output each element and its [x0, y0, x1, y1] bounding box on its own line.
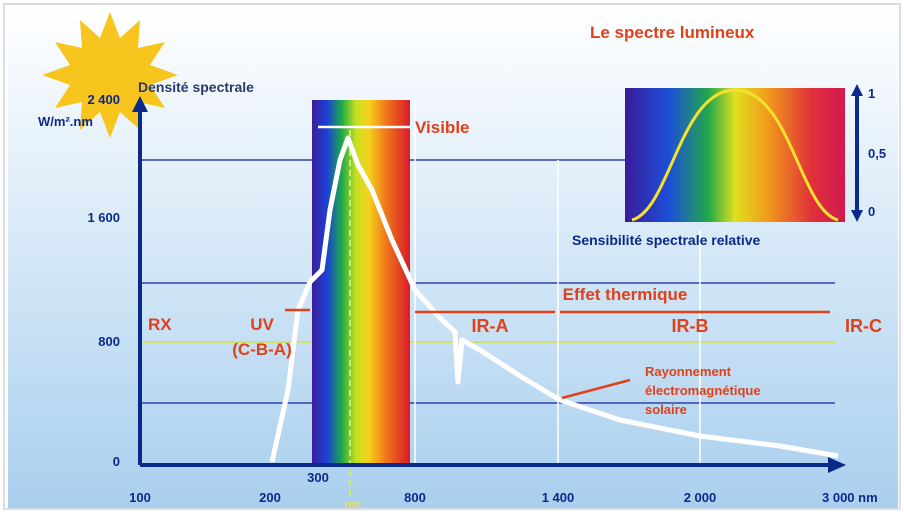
- diagram: Le spectre lumineux Densité spectrale W/…: [0, 0, 904, 513]
- curve-label: électromagnétique: [645, 383, 761, 398]
- region-label: RX: [148, 315, 172, 334]
- curve-label: Rayonnement: [645, 364, 732, 379]
- curve-label: solaire: [645, 402, 687, 417]
- x-tick-label: 300: [307, 470, 329, 485]
- visible-label: Visible: [415, 118, 470, 137]
- x-tick-label: 100: [129, 490, 151, 505]
- inset-tick: 1: [868, 86, 875, 101]
- y-axis-label: Densité spectrale: [138, 79, 254, 95]
- visible-band: [312, 100, 410, 465]
- x-tick-label: 3 000 nm: [822, 490, 878, 505]
- thermal-label: Effet thermique: [563, 285, 688, 304]
- title: Le spectre lumineux: [590, 23, 755, 42]
- y-unit: W/m².nm: [38, 114, 93, 129]
- x-tick-label: 200: [259, 490, 281, 505]
- region-label: IR-C: [845, 316, 882, 336]
- x-tick-label: 800: [404, 490, 426, 505]
- y-tick-label: 2 400: [87, 92, 120, 107]
- sensitivity-inset: [625, 88, 845, 222]
- inset-tick: 0,5: [868, 146, 886, 161]
- region-label: IR-B: [672, 316, 709, 336]
- region-label: (C-B-A): [232, 340, 291, 359]
- region-label: UV: [250, 315, 274, 334]
- y-tick-label: 0: [113, 454, 120, 469]
- y-tick-label: 1 600: [87, 210, 120, 225]
- inset-caption: Sensibilité spectrale relative: [572, 232, 761, 248]
- region-label: IR-A: [472, 316, 509, 336]
- y-tick-label: 800: [98, 334, 120, 349]
- x-tick-label: 2 000: [684, 490, 717, 505]
- inset-tick: 0: [868, 204, 875, 219]
- x-tick-label: 1 400: [542, 490, 575, 505]
